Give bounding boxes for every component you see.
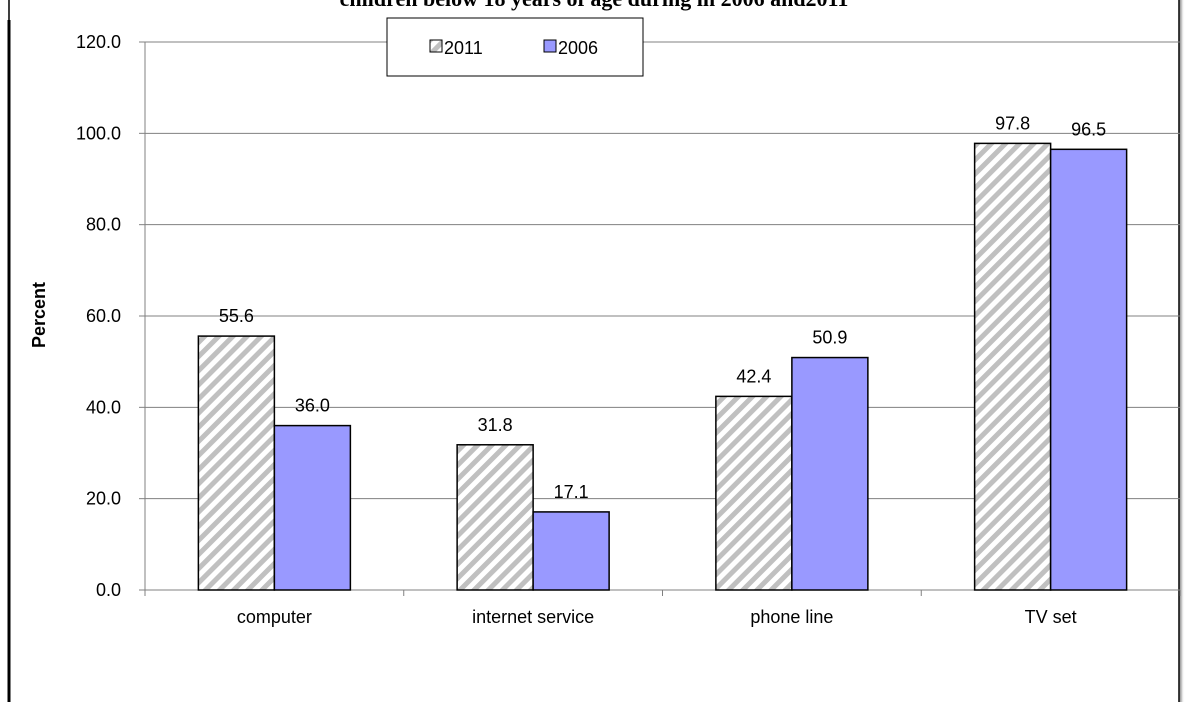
y-tick-label: 0.0 [96, 580, 121, 600]
data-label: 96.5 [1071, 119, 1106, 139]
bars [197, 142, 1128, 591]
legend-swatch-2006 [543, 39, 557, 53]
y-tick-label: 80.0 [86, 215, 121, 235]
x-tick-label: phone line [750, 607, 833, 627]
bar-2006-2 [791, 356, 869, 591]
x-tick-label: internet service [472, 607, 594, 627]
data-label: 97.8 [995, 113, 1030, 133]
data-label: 31.8 [478, 415, 513, 435]
bar-2006-0 [273, 424, 352, 591]
bar-2011-3 [973, 142, 1052, 591]
chart-title: children below 18 years of age during in… [340, 0, 849, 11]
y-tick-label: 120.0 [76, 32, 121, 52]
bar-2011-2 [715, 395, 793, 591]
bar-2006-3 [1049, 148, 1128, 591]
data-label: 50.9 [812, 328, 847, 348]
data-label: 55.6 [219, 306, 254, 326]
bar-2006-1 [532, 511, 610, 591]
legend-swatch-2011 [429, 39, 443, 53]
y-tick-label: 100.0 [76, 123, 121, 143]
bar-2011-1 [456, 444, 534, 591]
bar-2011-0 [197, 335, 276, 591]
y-axis-label: Percent [29, 282, 49, 348]
y-tick-label: 40.0 [86, 397, 121, 417]
legend-label-2011: 2011 [444, 38, 483, 58]
data-label: 42.4 [736, 366, 771, 386]
legend-label-2006: 2006 [558, 38, 598, 58]
y-tick-label: 60.0 [86, 306, 121, 326]
legend-box [386, 17, 644, 77]
data-labels: 55.6 36.0 31.8 17.1 42.4 50.9 97.8 96.5 [219, 113, 1106, 502]
data-label: 36.0 [295, 396, 330, 416]
y-tick-label: 20.0 [86, 489, 121, 509]
x-tick-label: computer [237, 607, 312, 627]
data-label: 17.1 [554, 482, 589, 502]
x-tick-label: TV set [1025, 607, 1077, 627]
legend: 2011 2006 [386, 17, 644, 77]
